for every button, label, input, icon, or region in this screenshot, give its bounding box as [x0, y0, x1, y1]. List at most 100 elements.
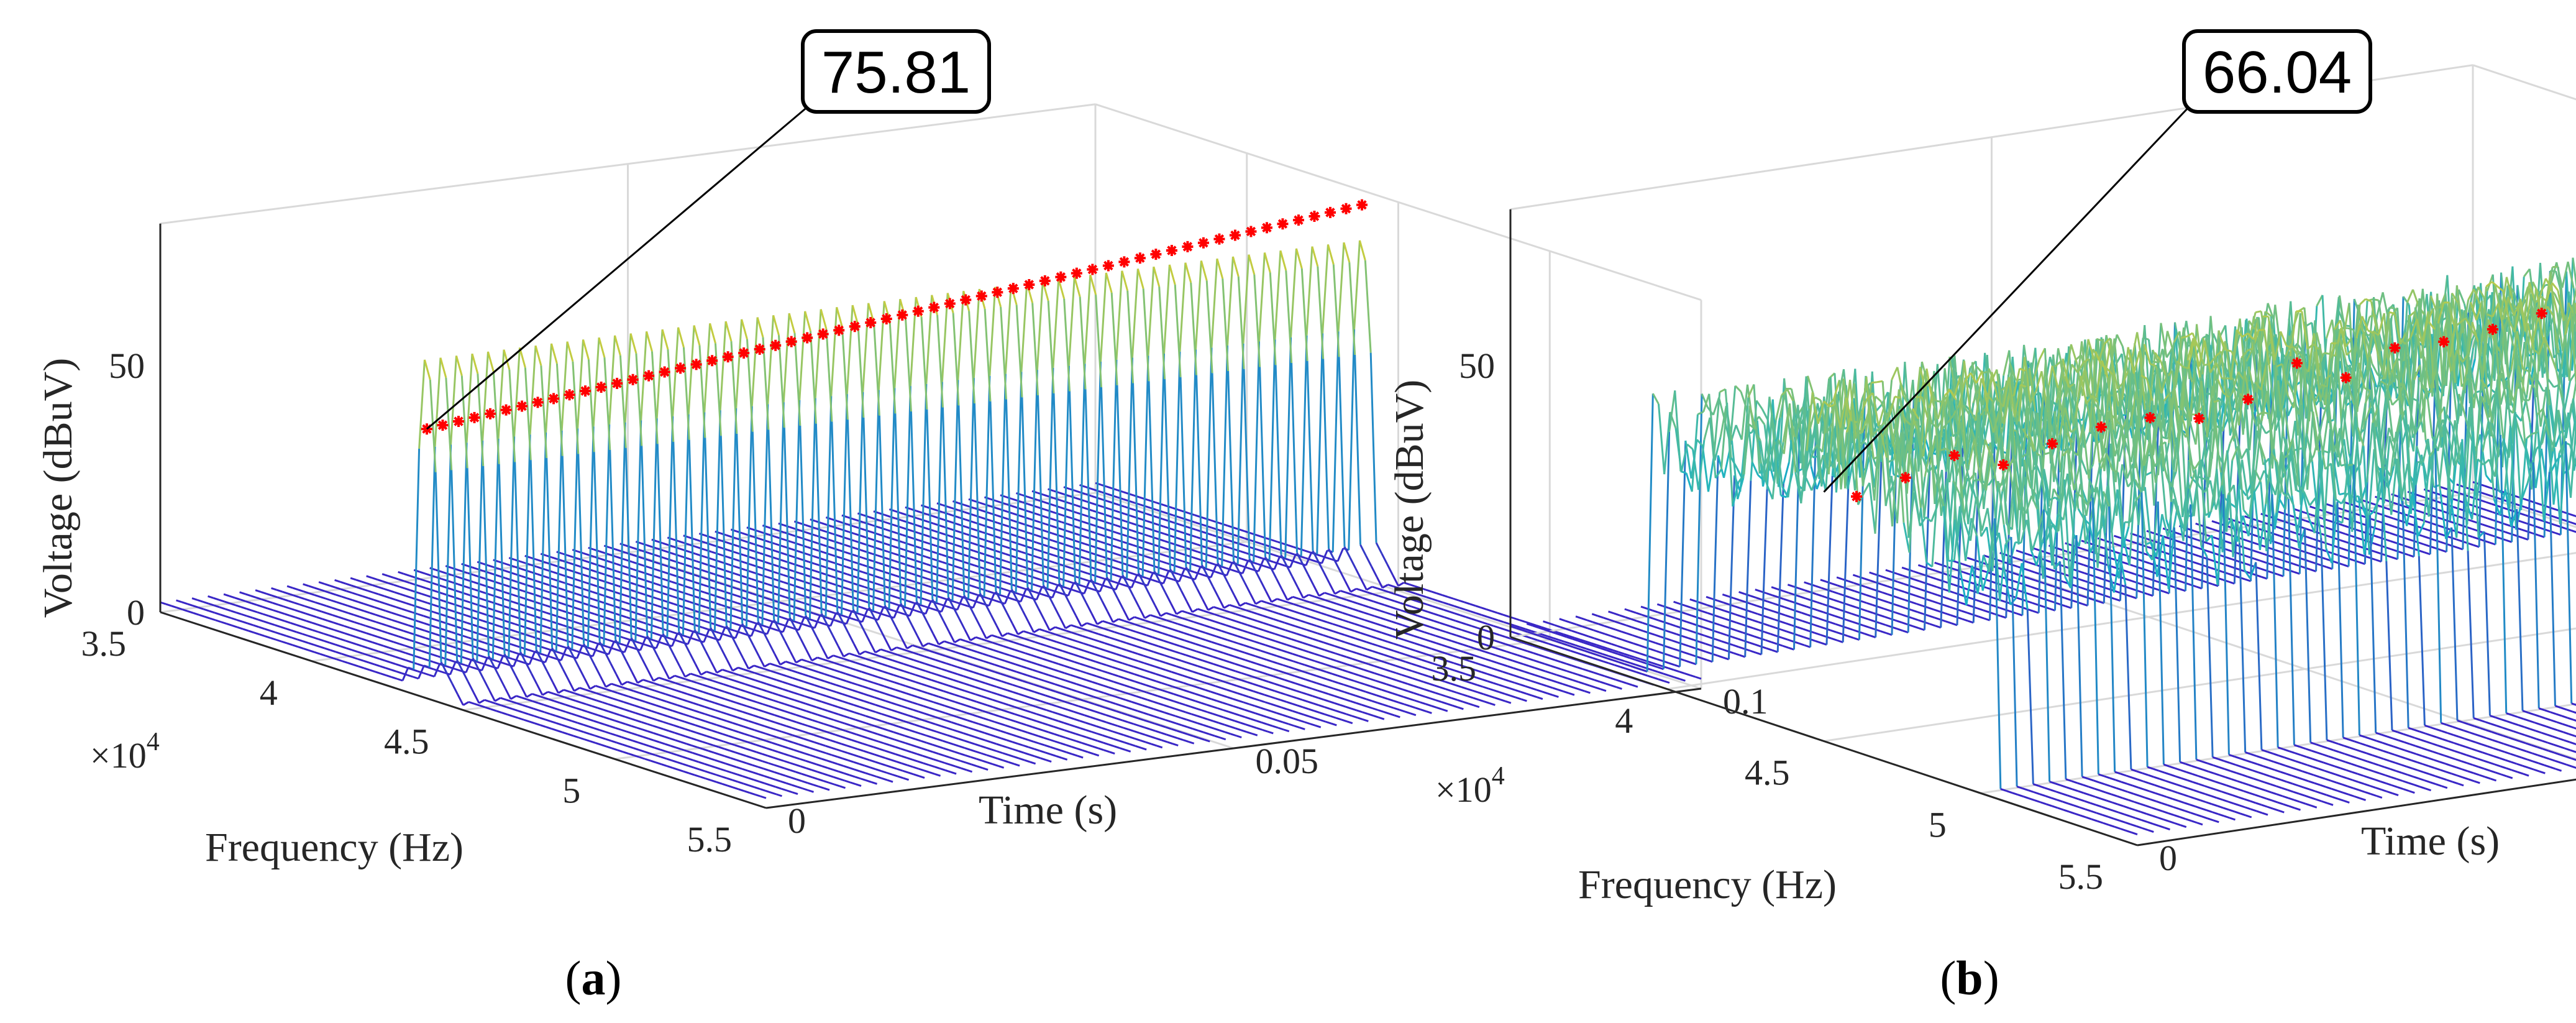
trace-segment: [1208, 676, 1215, 680]
trace-segment: [852, 518, 859, 522]
trace-segment: [1107, 736, 1114, 740]
trace-segment: [935, 666, 942, 670]
trace-segment: [1169, 705, 1176, 710]
trace-segment: [1213, 670, 1220, 674]
trace-segment: [926, 684, 933, 689]
trace-segment: [776, 679, 783, 683]
trace-segment: [1345, 641, 1351, 645]
trace-segment: [943, 697, 950, 702]
trace-segment: [1132, 658, 1139, 663]
trace-segment: [916, 689, 923, 692]
trace-segment: [734, 565, 741, 569]
trace-segment: [637, 562, 644, 567]
trace-segment: [866, 722, 872, 727]
trace-segment: [1361, 589, 1368, 594]
trace-segment: [1616, 686, 1622, 690]
trace-segment: [1144, 548, 1150, 552]
trace-segment: [1243, 694, 1249, 698]
trace-segment: [1026, 724, 1033, 728]
trace-segment: [1297, 704, 1304, 709]
trace-segment: [811, 597, 818, 602]
trace-segment: [1350, 587, 1357, 593]
trace-segment: [1130, 686, 1136, 690]
trace-segment: [878, 415, 886, 606]
trace-segment: [734, 625, 742, 639]
trace-segment: [995, 507, 1002, 511]
trace-segment: [821, 529, 828, 533]
trace-segment: [1182, 617, 1189, 622]
trace-segment: [1262, 728, 1268, 733]
trace-segment: [1373, 664, 1380, 669]
trace-segment: [1327, 244, 1335, 265]
trace-segment: [1362, 597, 1369, 601]
trace-segment: [770, 670, 777, 674]
trace-segment: [742, 539, 749, 543]
trace-segment: [1259, 580, 1267, 592]
trace-segment: [1332, 264, 1340, 357]
trace-segment: [982, 710, 989, 714]
trace-segment: [923, 648, 929, 652]
trace-segment: [1267, 609, 1274, 613]
trace-segment: [945, 712, 951, 716]
trace-segment: [1118, 732, 1125, 736]
trace-segment: [963, 740, 970, 743]
trace-segment: [557, 622, 564, 626]
trace-segment: [623, 636, 629, 641]
trace-segment: [1171, 613, 1177, 618]
trace-segment: [1067, 701, 1074, 705]
trace-segment: [955, 587, 961, 590]
trace-segment: [1079, 655, 1085, 659]
trace-segment: [993, 599, 1000, 603]
trace-segment: [1236, 677, 1242, 682]
trace-segment: [852, 689, 859, 693]
trace-segment: [480, 590, 486, 594]
trace-segment: [1410, 712, 1417, 717]
trace-segment: [1241, 560, 1249, 574]
trace-segment: [836, 577, 843, 581]
trace-segment: [1333, 695, 1340, 699]
trace-segment: [1615, 679, 1622, 682]
trace-segment: [1249, 646, 1256, 650]
trace-segment: [751, 578, 757, 582]
trace-segment: [735, 580, 742, 584]
trace-segment: [1376, 637, 1383, 641]
trace-segment: [854, 711, 861, 715]
trace-segment: [873, 689, 880, 693]
trace-segment: [1502, 671, 1509, 675]
trace-segment: [655, 590, 662, 594]
trace-segment: [1164, 378, 1171, 569]
trace-segment: [938, 574, 944, 578]
trace-segment: [1099, 526, 1105, 530]
trace-segment: [1245, 659, 1251, 663]
trace-segment: [941, 667, 948, 672]
trace-segment: [1026, 659, 1032, 664]
trace-segment: [622, 572, 629, 576]
trace-segment: [1018, 514, 1025, 518]
trace-segment: [898, 668, 905, 672]
trace-segment: [1289, 673, 1295, 677]
trace-segment: [1098, 518, 1105, 523]
trace-segment: [1453, 654, 1459, 659]
trace-segment: [760, 674, 766, 677]
trace-segment: [1190, 705, 1197, 710]
trace-segment: [1233, 526, 1239, 531]
trace-segment: [1441, 708, 1448, 712]
trace-segment: [1003, 702, 1010, 706]
trace-segment: [1010, 718, 1016, 723]
trace-segment: [813, 677, 820, 681]
trace-segment: [1078, 648, 1085, 652]
trace-segment: [958, 618, 966, 630]
trace-segment: [826, 702, 833, 707]
trace-segment: [1364, 683, 1371, 687]
trace-segment: [1256, 605, 1263, 610]
trace-segment: [1003, 538, 1010, 543]
trace-segment: [1195, 707, 1202, 712]
trace-segment: [1035, 641, 1041, 645]
trace-segment: [1331, 615, 1338, 620]
trace-segment: [1322, 691, 1329, 695]
trace-segment: [1515, 689, 1521, 693]
trace-segment: [1000, 306, 1007, 400]
trace-segment: [1297, 587, 1304, 599]
trace-segment: [1272, 667, 1279, 672]
trace-segment: [1400, 609, 1407, 613]
